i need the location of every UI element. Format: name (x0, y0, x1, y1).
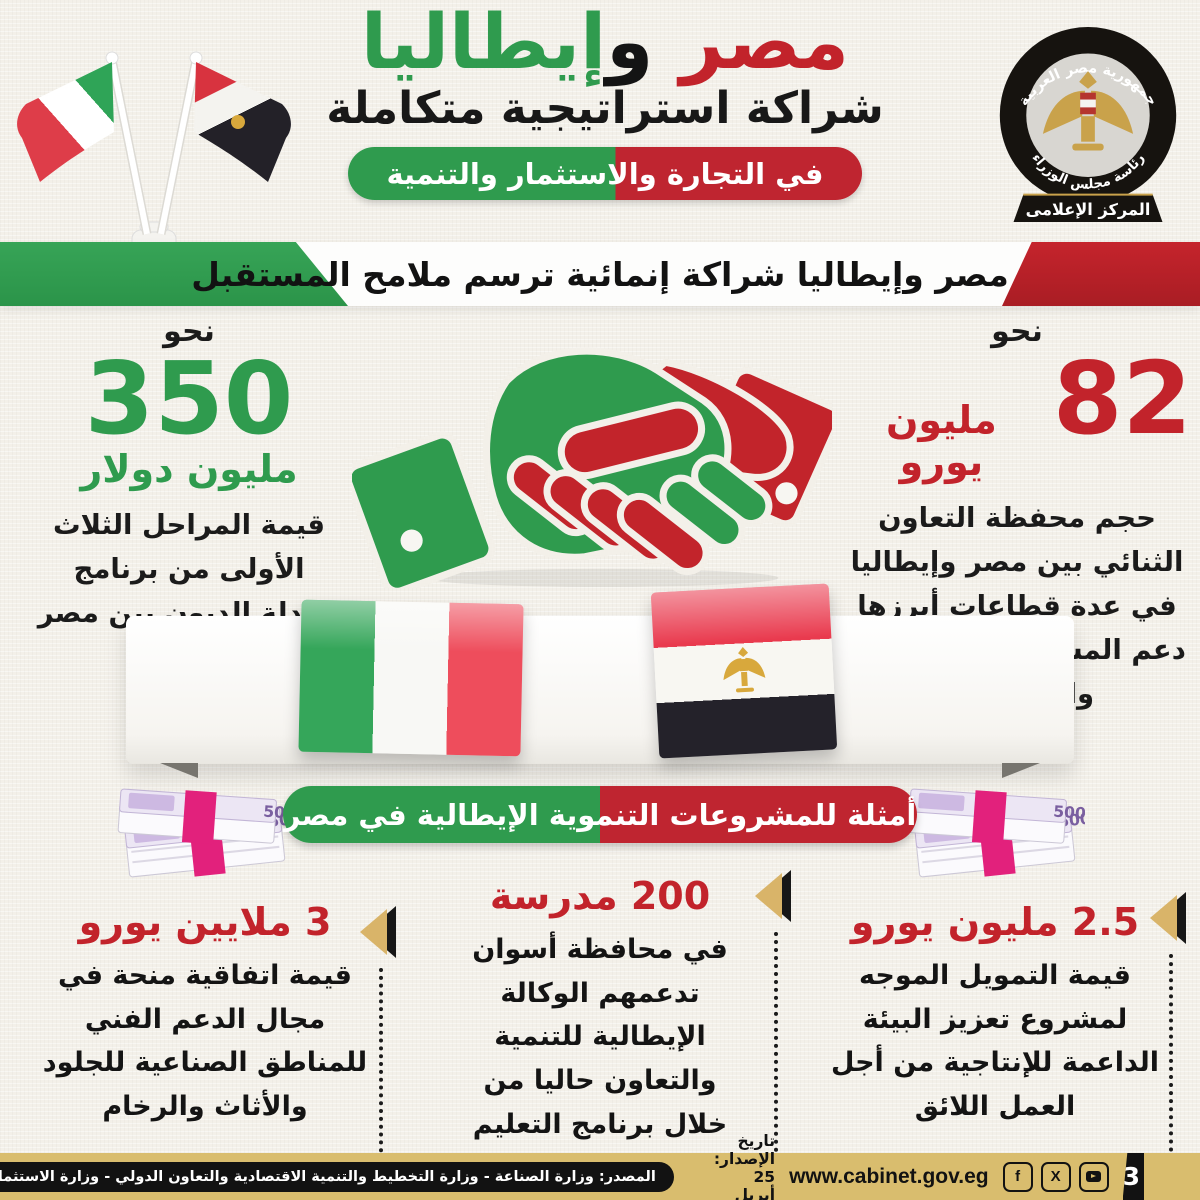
handshake-art (344, 347, 843, 595)
band-red-shape (1002, 242, 1200, 306)
banknote-500-label: 500 (1053, 803, 1085, 823)
logo-ribbon-text: المركز الإعلامى (1026, 200, 1151, 219)
stat-prefix: نحو (991, 314, 1043, 349)
title-and: و (606, 0, 654, 86)
title-italy: إيطاليا (360, 0, 607, 86)
egypt-eagle-icon (723, 647, 766, 693)
band-green-shape (0, 242, 348, 306)
stat-cooperation-portfolio: نحو 82 مليون يورو حجم محفظة التعاون الثن… (842, 314, 1192, 716)
project-description: قيمة اتفاقية منحة في مجال الدعم الفني لل… (42, 960, 368, 1123)
arrow-gold-icon (1150, 895, 1177, 941)
stat-unit: مليون دولار (80, 447, 298, 491)
projects-section: 500 500 2.5 مليون يورو قيمة التمويل المو… (30, 788, 1186, 1184)
cabinet-logo: جمهورية مصر العربية رئاسة مجلس الوزراء ا… (990, 20, 1186, 232)
project-item-industrial-grant: 500 500 3 ملايين يورو قيمة اتفاقية منحة … (30, 788, 396, 1190)
arrow-gold-icon (755, 873, 782, 919)
scope-pill: في التجارة والاستثمار والتنمية (348, 147, 862, 201)
dotted-separator (1169, 954, 1173, 1177)
italy-flag-panel (298, 599, 524, 757)
project-description: في محافظة أسوان تدعمهم الوكالة الإيطالية… (472, 934, 728, 1184)
page-subtitle: شراكة استراتيجية متكاملة (326, 83, 884, 135)
website-url: www.cabinet.gov.eg (789, 1164, 989, 1188)
youtube-play-glyph (1086, 1171, 1102, 1182)
project-description: قيمة التمويل الموجه لمشروع تعزيز البيئة … (831, 960, 1159, 1123)
euro-stack-art: 500 500 (907, 788, 1085, 878)
headline-band-text: مصر وإيطاليا شراكة إنمائية ترسم ملامح ال… (191, 254, 1009, 294)
crossed-flags-illustration (6, 34, 296, 266)
title-egypt: مصر (679, 0, 850, 86)
flags-ribbon (118, 583, 1082, 795)
euro-banknotes-image: 500 500 (820, 788, 1170, 892)
dotted-separator (774, 932, 778, 1177)
title-block: مصر وإيطاليا شراكة استراتيجية متكاملة في… (305, 2, 905, 201)
crossed-flags-art (17, 51, 291, 265)
dotted-separator (379, 968, 383, 1177)
cabinet-logo-art: جمهورية مصر العربية رئاسة مجلس الوزراء ا… (999, 27, 1177, 223)
arrow-marker-and-dotted-line (358, 906, 396, 1177)
eagle-emblem (1042, 71, 1134, 151)
stat-value-82: 82 (1052, 340, 1192, 457)
page-title: مصر وإيطاليا (305, 2, 905, 81)
arrow-marker-and-dotted-line (1148, 892, 1186, 1177)
projects-header-pill: أمثلة للمشروعات التنموية الإيطالية في مص… (283, 786, 917, 843)
project-value: 2.5 مليون يورو (850, 900, 1140, 944)
footer-bar: 3 X f www.cabinet.gov.eg تاريخ الإصدار: … (0, 1132, 1200, 1200)
youtube-icon (1078, 1161, 1109, 1192)
arrow-gold-icon (360, 909, 387, 955)
project-value: 3 ملايين يورو (78, 900, 332, 944)
egypt-flag-panel (650, 583, 838, 759)
page-number-tab: 3 (1122, 1153, 1144, 1200)
project-item-schools: 200 مدرسة في محافظة أسوان تدعمهم الوكالة… (425, 788, 791, 1190)
headline-band: مصر وإيطاليا شراكة إنمائية ترسم ملامح ال… (0, 242, 1200, 306)
euro-stack-art: 500 500 (117, 788, 295, 878)
stat-prefix: نحو (163, 314, 215, 349)
project-value: 200 مدرسة (489, 874, 711, 918)
arrow-marker-and-dotted-line (753, 870, 791, 1177)
ribbon-band (126, 616, 1074, 778)
stat-unit: مليون يورو (886, 398, 997, 484)
source-pill: المصدر: وزارة الصناعة - وزارة التخطيط وا… (0, 1161, 674, 1192)
stat-value-350: 350 (84, 340, 294, 457)
project-item-decent-work: 500 500 2.5 مليون يورو قيمة التمويل المو… (820, 788, 1186, 1190)
x-twitter-icon: X (1040, 1161, 1071, 1192)
social-icons: X f (1002, 1161, 1109, 1192)
issue-date: تاريخ الإصدار: 25 أبريل 2025 (713, 1131, 776, 1200)
ribbon-fold-right (1002, 763, 1040, 778)
ribbon-fold-left (160, 763, 198, 778)
facebook-icon: f (1002, 1161, 1033, 1192)
handshake-illustration (344, 326, 843, 595)
